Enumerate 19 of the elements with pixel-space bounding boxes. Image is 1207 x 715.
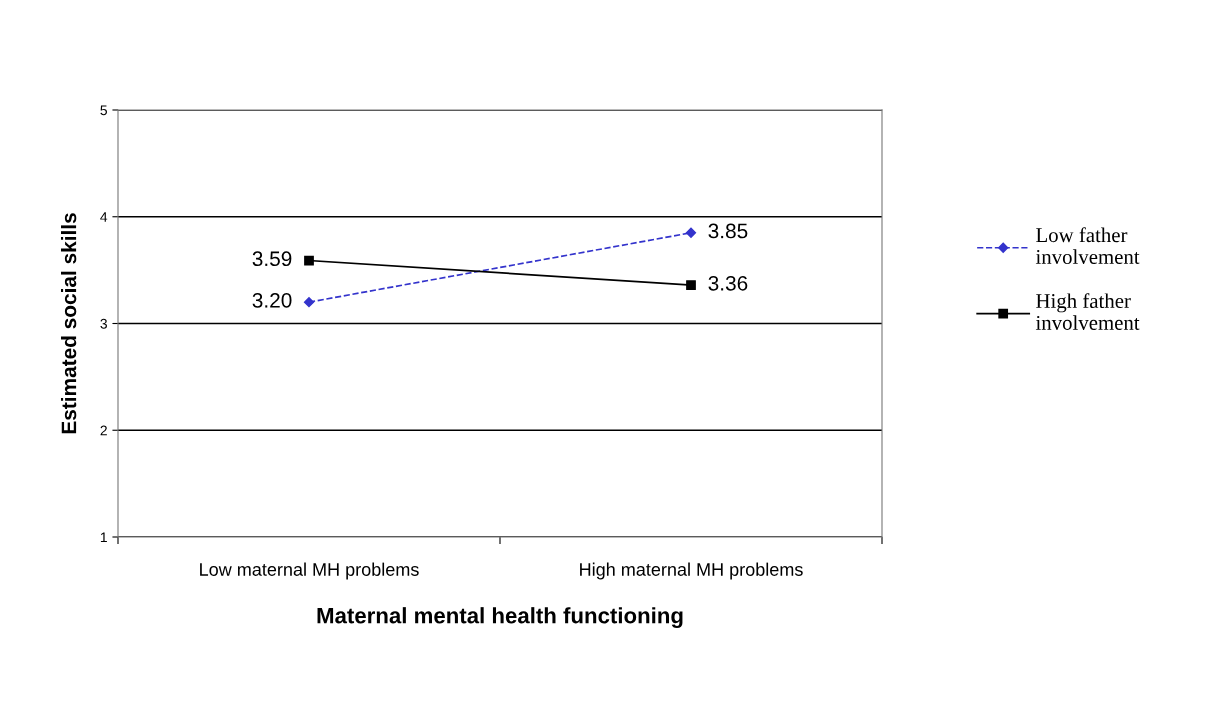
x-axis-title: Maternal mental health functioning (317, 607, 683, 628)
x-tick-label: High maternal MH problems (580, 562, 803, 580)
data-label: 3.85 (708, 223, 748, 239)
data-label: 3.36 (708, 275, 748, 291)
point (303, 297, 315, 308)
data-label: 3.59 (252, 251, 292, 267)
y-tick-label: 5 (100, 105, 107, 116)
y-tick-label: 1 (100, 532, 107, 543)
point (685, 227, 697, 238)
y-tick-label: 4 (100, 212, 108, 222)
x-tick-label: Low maternal MH problems (200, 562, 419, 580)
point (686, 280, 696, 290)
legend-label: Low father involvement (1035, 227, 1140, 264)
y-axis-title: Estimated social skills (60, 213, 77, 434)
data-label: 3.20 (252, 292, 292, 308)
point (304, 255, 314, 266)
y-tick-label: 3 (100, 318, 107, 329)
y-tick-label: 2 (100, 425, 107, 436)
legend-label: High father involvement (1035, 293, 1140, 330)
